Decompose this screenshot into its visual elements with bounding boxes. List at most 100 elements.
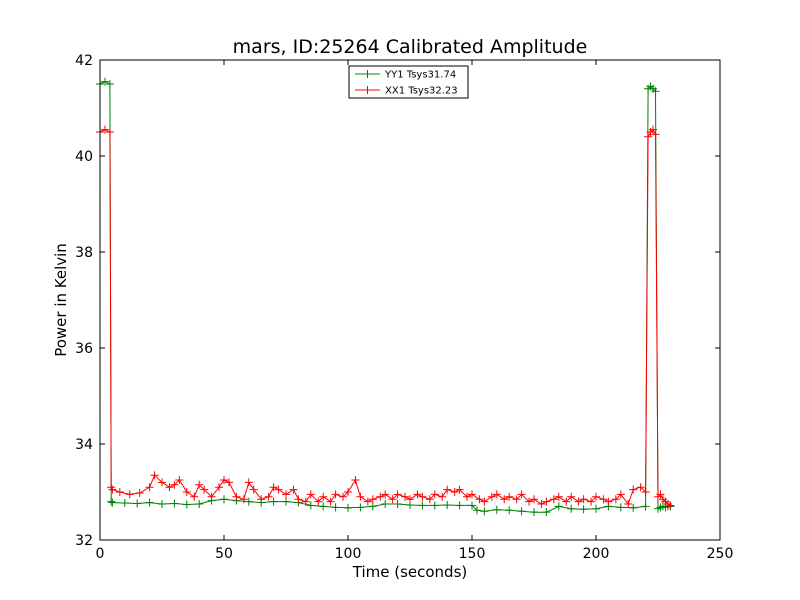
data-point-yy1: [105, 80, 114, 88]
data-point-yy1: [517, 507, 526, 516]
data-point-yy1: [331, 503, 340, 512]
data-point-xx1: [430, 490, 439, 499]
data-point-xx1: [344, 488, 352, 496]
data-point-xx1: [314, 497, 323, 506]
data-point-xx1: [562, 497, 571, 506]
legend: YY1 Tsys31.74 XX1 Tsys32.23: [348, 65, 469, 99]
series-layer: [96, 77, 675, 517]
data-point-yy1: [120, 499, 129, 508]
data-point-xx1: [554, 492, 563, 501]
data-point-xx1: [331, 490, 340, 499]
data-point-yy1: [418, 501, 427, 510]
y-tick-label: 36: [75, 341, 93, 357]
data-point-xx1: [443, 485, 452, 494]
data-point-yy1: [651, 87, 660, 96]
data-point-xx1: [239, 495, 248, 504]
data-point-xx1: [289, 485, 298, 494]
data-point-xx1: [505, 492, 514, 501]
legend-box: [348, 65, 469, 99]
data-point-yy1: [282, 497, 290, 506]
data-point-yy1: [368, 502, 377, 511]
data-point-xx1: [125, 490, 134, 499]
data-point-xx1: [165, 483, 174, 492]
legend-entry-yy1: YY1 Tsys31.74: [355, 70, 456, 81]
data-point-yy1: [641, 502, 650, 511]
data-point-xx1: [306, 490, 315, 499]
legend-entry-xx1: XX1 Tsys32.23: [355, 86, 458, 97]
data-point-xx1: [301, 497, 310, 506]
plot-frame: [99, 59, 721, 541]
data-point-xx1: [249, 485, 258, 494]
data-point-xx1: [649, 125, 658, 134]
data-point-xx1: [319, 492, 328, 501]
series-xx1: [96, 125, 675, 510]
data-point-yy1: [468, 501, 476, 510]
data-point-xx1: [530, 495, 538, 504]
data-point-xx1: [381, 490, 390, 499]
data-point-yy1: [133, 499, 142, 508]
data-point-yy1: [629, 503, 638, 512]
data-point-xx1: [438, 492, 447, 501]
data-point-xx1: [100, 125, 109, 134]
data-point-xx1: [587, 497, 596, 506]
data-point-yy1: [306, 501, 315, 510]
data-point-yy1: [430, 501, 439, 510]
data-point-xx1: [326, 497, 335, 506]
data-point-xx1: [636, 483, 645, 492]
data-point-yy1: [542, 508, 551, 517]
data-point-yy1: [145, 498, 154, 507]
data-point-xx1: [356, 492, 365, 501]
data-point-xx1: [274, 485, 283, 494]
data-point-xx1: [257, 495, 266, 504]
data-point-xx1: [294, 495, 303, 504]
data-point-yy1: [108, 498, 117, 507]
data-point-yy1: [220, 495, 228, 504]
data-point-xx1: [629, 485, 638, 494]
data-point-yy1: [480, 507, 489, 516]
data-point-xx1: [401, 492, 410, 501]
data-point-xx1: [215, 483, 224, 492]
y-tick-label: 34: [75, 437, 93, 453]
data-point-xx1: [492, 490, 501, 499]
data-point-xx1: [468, 490, 476, 499]
data-point-yy1: [344, 503, 352, 512]
data-point-xx1: [232, 492, 241, 501]
legend-marker-yy1: [363, 70, 372, 78]
x-tick-label: 50: [215, 546, 233, 562]
data-point-xx1: [393, 490, 402, 499]
data-point-xx1: [244, 478, 253, 487]
data-point-xx1: [641, 488, 650, 496]
x-tick-label: 200: [583, 546, 610, 562]
data-point-xx1: [579, 495, 588, 504]
data-point-xx1: [500, 495, 509, 504]
data-point-yy1: [393, 500, 402, 508]
y-tick-label: 40: [75, 149, 93, 165]
data-point-yy1: [505, 506, 514, 515]
data-point-yy1: [381, 500, 390, 508]
data-point-xx1: [666, 501, 675, 510]
legend-label-xx1: XX1 Tsys32.23: [385, 86, 458, 97]
data-point-xx1: [105, 128, 114, 136]
data-point-xx1: [624, 500, 633, 508]
data-point-xx1: [195, 480, 204, 489]
x-tick-label: 100: [335, 546, 362, 562]
data-point-xx1: [264, 492, 273, 501]
x-tick-label: 0: [96, 546, 105, 562]
data-point-yy1: [182, 500, 191, 509]
data-point-xx1: [549, 495, 558, 504]
y-tick-label: 32: [75, 533, 93, 549]
x-axis-label: Time (seconds): [352, 563, 468, 581]
data-point-xx1: [656, 490, 665, 499]
data-point-xx1: [567, 492, 576, 501]
data-point-xx1: [537, 500, 546, 508]
data-point-xx1: [170, 480, 179, 489]
data-point-xx1: [115, 488, 124, 496]
data-point-yy1: [455, 501, 464, 510]
data-point-xx1: [376, 492, 385, 501]
data-point-xx1: [220, 476, 228, 484]
data-point-xx1: [480, 497, 489, 506]
x-tick-label: 250: [707, 546, 734, 562]
data-point-xx1: [413, 490, 422, 499]
